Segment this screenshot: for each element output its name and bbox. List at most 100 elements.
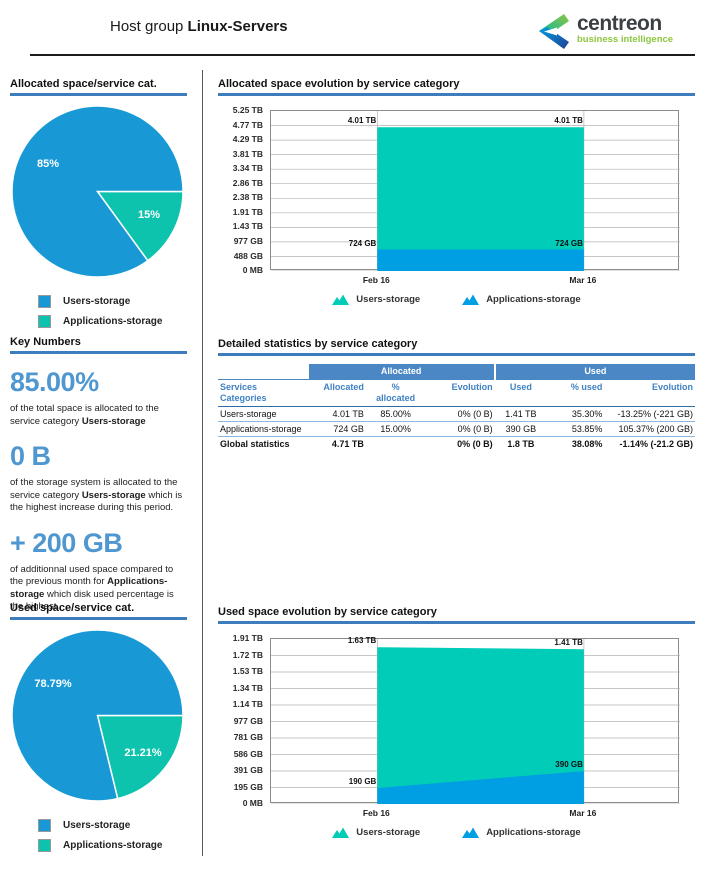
key-number-value: 0 B xyxy=(10,441,51,471)
data-point-label: 4.01 TB xyxy=(554,116,583,126)
legend-item: Applications-storage xyxy=(38,839,187,852)
y-axis-tick-label: 0 MB xyxy=(242,798,263,808)
legend-item: Users-storage xyxy=(38,295,187,308)
column-header: % allocated xyxy=(365,378,426,406)
data-point-label: 1.63 TB xyxy=(347,636,377,646)
table-cell: 1.8 TB xyxy=(494,435,548,451)
header-rule xyxy=(30,54,695,56)
pie-slice-users-storage xyxy=(11,105,184,278)
y-axis-tick-label: 1.53 TB xyxy=(232,666,263,676)
pie-slice-users-storage xyxy=(11,629,184,802)
group-header-empty xyxy=(218,364,309,379)
table-cell: 390 GB xyxy=(494,420,548,436)
data-point-label: 4.01 TB xyxy=(347,116,377,126)
y-axis-tick-label: 5.25 TB xyxy=(232,105,263,115)
key-number-text: of additionnal used space compared to th… xyxy=(10,563,174,613)
legend-item: Users-storage xyxy=(332,827,420,838)
pie-slice-applications-storage xyxy=(96,714,184,800)
y-axis-tick-label: 3.81 TB xyxy=(232,148,263,159)
column-divider xyxy=(202,70,203,856)
key-number-text: of the storage system is allocated to th… xyxy=(10,477,183,513)
page-title-prefix: Host group xyxy=(110,18,184,35)
group-header-used: Used xyxy=(493,364,695,379)
data-point-label: 390 GB xyxy=(555,760,583,770)
table-cell: 0% (0 B) xyxy=(425,435,495,451)
data-point-label: 1.41 TB xyxy=(554,638,583,648)
column-header: Allocated xyxy=(308,378,366,406)
used-evolution-title: Used space evolution by service category xyxy=(218,606,695,624)
y-axis-tick-label: 3.34 TB xyxy=(232,163,263,174)
y-axis-tick-label: 2.38 TB xyxy=(232,192,263,203)
table-cell: -1.14% (-21.2 GB) xyxy=(604,435,695,451)
column-header: Used xyxy=(494,378,548,406)
area-legend-icon xyxy=(332,294,350,305)
detailed-stats-section: Detailed statistics by service category … xyxy=(218,338,695,451)
y-axis-tick-label: 977 GB xyxy=(233,715,263,726)
key-numbers-title: Key Numbers xyxy=(10,336,187,354)
y-axis-tick-label: 0 MB xyxy=(242,265,263,275)
legend-label: Users-storage xyxy=(356,294,421,305)
table-cell: 35.30% xyxy=(547,405,605,421)
legend-swatch xyxy=(38,839,51,852)
pie-slice-value-label: 15% xyxy=(137,209,161,221)
table-row: Applications-storage 724 GB 15.00% 0% (0 B)… xyxy=(218,420,695,436)
legend-label: Users-storage xyxy=(356,827,421,838)
pie-svg xyxy=(11,105,184,278)
key-number-category: Applications-storage xyxy=(10,576,168,600)
x-axis-tick-label: Feb 16 xyxy=(362,275,390,285)
table-cell: 0% (0 B) xyxy=(425,405,495,421)
centreon-logo-icon xyxy=(539,14,569,49)
pie-slice-value-label: 85% xyxy=(36,158,60,170)
y-axis-tick-label: 4.29 TB xyxy=(232,134,263,145)
y-axis-tick-label: 586 GB xyxy=(233,748,263,759)
detailed-stats-title: Detailed statistics by service category xyxy=(218,338,695,356)
allocated-evolution-section: Allocated space evolution by service cat… xyxy=(218,78,695,305)
detailed-stats-table: Allocated Used Services Categories Allocate… xyxy=(218,364,695,451)
allocated-pie-title: Allocated space/service cat. xyxy=(10,78,187,96)
table-group-header-row: Allocated Used xyxy=(218,364,695,379)
y-axis-tick-label: 195 GB xyxy=(233,781,263,792)
column-header: % used xyxy=(547,378,605,406)
used-evolution-plot: 190 GB 390 GB 1.63 TB 1.41 TB xyxy=(270,636,680,804)
page-title: Host group Linux-Servers xyxy=(110,18,288,35)
y-axis-tick-label: 1.14 TB xyxy=(232,699,263,709)
page-title-hostgroup: Linux-Servers xyxy=(187,18,288,35)
y-axis-tick-label: 2.86 TB xyxy=(232,177,263,188)
pie-slice-value-label: 21.21% xyxy=(124,747,162,759)
table-cell: 4.01 TB xyxy=(308,405,366,421)
y-axis-tick-label: 1.43 TB xyxy=(232,221,263,232)
x-axis-tick-label: Mar 16 xyxy=(569,808,597,818)
y-axis-tick-label: 1.91 TB xyxy=(232,633,263,643)
table-cell: 4.71 TB xyxy=(308,435,366,451)
table-row: Global statistics 4.71 TB 0% (0 B) 1.8 TB 38… xyxy=(218,435,695,451)
y-axis-tick-label: 977 GB xyxy=(233,235,263,246)
pie-slice-value-label: 78.79% xyxy=(34,678,72,690)
table-cell: Global statistics xyxy=(218,435,309,451)
area-chart-svg xyxy=(271,639,680,804)
legend-swatch xyxy=(38,295,51,308)
allocated-pie-chart: 85% 15% xyxy=(10,104,185,279)
pie-svg xyxy=(11,629,184,802)
x-axis-labels: Feb 16 Mar 16 xyxy=(270,270,679,286)
legend-item: Applications-storage xyxy=(38,315,187,328)
table-cell xyxy=(365,435,426,451)
legend-label: Applications-storage xyxy=(486,827,581,838)
legend-item: Applications-storage xyxy=(462,294,581,305)
key-number-text: of the total space is allocated to the s… xyxy=(10,403,159,427)
column-header: Services Categories xyxy=(218,378,309,406)
y-axis-tick-label: 781 GB xyxy=(233,732,263,742)
legend-label: Users-storage xyxy=(63,820,131,831)
data-point-label: 190 GB xyxy=(348,777,377,786)
y-axis-tick-label: 488 GB xyxy=(233,250,263,261)
area-series-users-storage xyxy=(377,127,584,271)
allocated-evolution-title: Allocated space evolution by service cat… xyxy=(218,78,695,96)
x-axis-tick-label: Feb 16 xyxy=(362,808,390,818)
table-row: Users-storage 4.01 TB 85.00% 0% (0 B) 1.41 T… xyxy=(218,405,695,421)
data-point-label: 724 GB xyxy=(348,238,377,248)
legend-label: Applications-storage xyxy=(63,840,163,851)
allocated-evolution-legend: Users-storage Applications-storage xyxy=(218,294,695,305)
used-pie-legend: Users-storage Applications-storage xyxy=(38,819,187,852)
used-pie-section: Used space/service cat. 78.79% 21.21% Use… xyxy=(10,602,187,859)
table-cell: 0% (0 B) xyxy=(425,420,495,436)
